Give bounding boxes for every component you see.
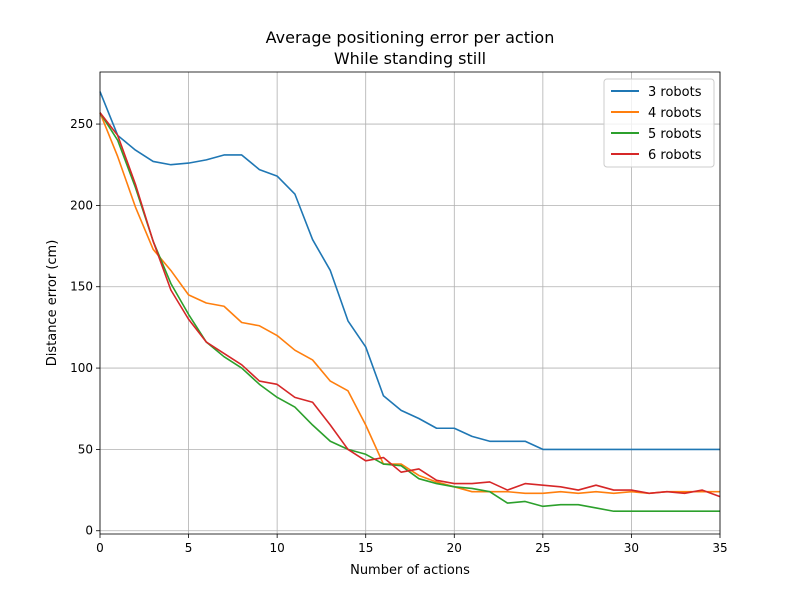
series-line-5-robots bbox=[99, 112, 720, 513]
chart-title-line2: While standing still bbox=[334, 49, 486, 68]
series-line-6-robots bbox=[99, 112, 721, 498]
y-tick-label: 0 bbox=[85, 524, 93, 538]
y-axis-ticks: 0 50 100 150 200 250 bbox=[70, 117, 100, 538]
legend-label-3-robots: 3 robots bbox=[648, 85, 702, 100]
series-line-3-robots bbox=[99, 91, 720, 451]
x-tick-label: 10 bbox=[270, 541, 285, 555]
legend-frame bbox=[603, 78, 715, 168]
x-tick-label: 25 bbox=[535, 541, 550, 555]
x-axis-ticks: 0 5 10 15 20 25 30 35 bbox=[96, 534, 728, 555]
legend-label-5-robots: 5 robots bbox=[648, 127, 702, 142]
legend-label-4-robots: 4 robots bbox=[648, 106, 702, 121]
x-axis-label: Number of actions bbox=[350, 563, 470, 578]
series-lines bbox=[99, 91, 721, 513]
x-tick-label: 5 bbox=[185, 541, 193, 555]
series-line-4-robots bbox=[99, 112, 720, 495]
x-tick-label: 30 bbox=[624, 541, 639, 555]
y-tick-label: 50 bbox=[78, 442, 93, 456]
x-tick-label: 20 bbox=[447, 541, 462, 555]
y-tick-label: 150 bbox=[70, 280, 93, 294]
y-tick-label: 100 bbox=[70, 361, 93, 375]
chart-title-line1: Average positioning error per action bbox=[266, 28, 555, 47]
x-tick-label: 35 bbox=[712, 541, 727, 555]
legend-label-6-robots: 6 robots bbox=[648, 148, 702, 163]
x-tick-label: 0 bbox=[96, 541, 104, 555]
x-tick-label: 15 bbox=[358, 541, 373, 555]
y-axis-label: Distance error (cm) bbox=[45, 240, 60, 367]
y-tick-label: 200 bbox=[70, 198, 93, 212]
y-tick-label: 250 bbox=[70, 117, 93, 131]
legend: 3 robots 4 robots 5 robots 6 robots bbox=[603, 78, 715, 168]
plot-area-frame bbox=[99, 71, 721, 535]
